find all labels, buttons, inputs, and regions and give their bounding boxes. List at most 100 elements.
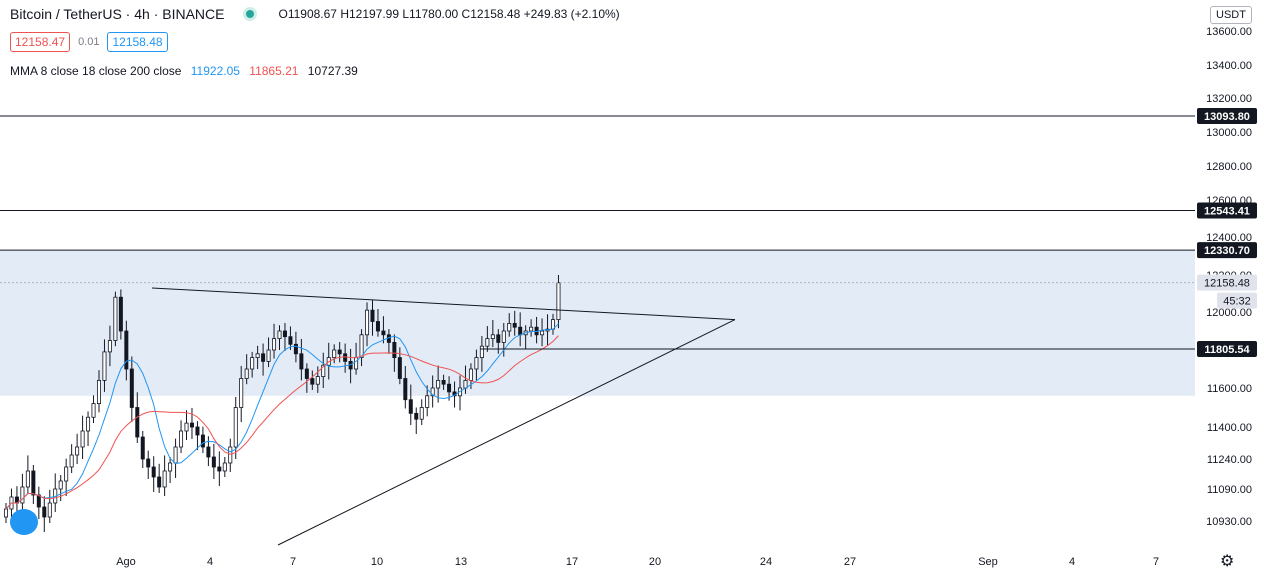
ma-slow-line [5, 335, 559, 510]
candle [277, 330, 282, 339]
candle [354, 357, 359, 370]
x-tick-label: 4 [1069, 556, 1075, 568]
candle [173, 446, 178, 464]
level-price-label: 12543.41 [1204, 205, 1250, 217]
y-tick-label: 13200.00 [1206, 93, 1252, 105]
candle [468, 368, 473, 381]
currency-button[interactable]: USDT [1210, 6, 1252, 24]
candle [414, 412, 419, 420]
indicator-legend[interactable]: MMA 8 close 18 close 200 close 11922.05 … [10, 64, 358, 78]
x-tick-label: Ago [116, 556, 136, 568]
candle [496, 334, 501, 343]
candle [315, 376, 320, 385]
candle [485, 338, 490, 347]
candle [189, 422, 194, 428]
candle [168, 462, 173, 472]
y-tick-label: 12400.00 [1206, 232, 1252, 244]
candle [151, 466, 156, 478]
candle [272, 338, 277, 351]
candle [321, 364, 326, 378]
candle [206, 446, 211, 458]
candle [4, 508, 9, 518]
candle [447, 383, 452, 393]
level-price-label: 11805.54 [1204, 344, 1250, 356]
candle [91, 403, 96, 418]
candle [310, 378, 315, 385]
candle [370, 309, 375, 322]
market-status-dot [246, 10, 255, 18]
x-tick-label: 7 [290, 556, 296, 568]
x-tick-label: Sep [978, 556, 998, 568]
x-tick-label: 27 [844, 556, 856, 568]
last-price-label-bg [1197, 274, 1257, 291]
candle [86, 416, 91, 432]
y-tick-label: 11090.00 [1207, 484, 1252, 496]
candle [540, 330, 545, 336]
candle [381, 330, 386, 336]
candle [518, 326, 523, 336]
quote-panel: 12158.47 0.01 12158.48 [10, 32, 168, 52]
buy-price-button[interactable]: 12158.48 [107, 32, 168, 52]
x-tick-label: 7 [1153, 556, 1159, 568]
candle [124, 330, 129, 370]
candle [42, 506, 47, 518]
candle [118, 296, 123, 332]
candle [184, 422, 189, 432]
candle [179, 430, 184, 448]
sell-price-button[interactable]: 12158.47 [10, 32, 71, 52]
tradingview-logo-icon[interactable] [10, 509, 38, 535]
candle [490, 334, 495, 339]
y-tick-label: 12800.00 [1206, 161, 1252, 173]
candle [96, 379, 101, 404]
settings-gear-icon[interactable]: ⚙ [1220, 553, 1235, 570]
level-price-label-bg [1197, 242, 1257, 259]
indicator-value-1: 11922.05 [190, 64, 240, 78]
y-tick-label: 11600.00 [1207, 383, 1252, 395]
symbol-title[interactable]: Bitcoin / TetherUS · 4h · BINANCE [10, 6, 225, 22]
candle [501, 330, 506, 343]
x-tick-label: 17 [566, 556, 578, 568]
candle [419, 407, 424, 420]
candle [80, 430, 85, 448]
candle [31, 470, 36, 496]
candle [47, 502, 52, 518]
candle [430, 387, 435, 397]
candle [129, 368, 134, 408]
candle [113, 296, 118, 341]
candle [512, 322, 517, 328]
candle [135, 407, 140, 438]
candle [255, 353, 260, 358]
x-tick-label: 24 [760, 556, 772, 568]
trendline-lower [277, 319, 736, 546]
candle [69, 454, 74, 468]
level-price-label: 13093.80 [1204, 111, 1250, 123]
candle [102, 351, 107, 381]
candle [162, 470, 167, 488]
x-tick-label: 13 [455, 556, 467, 568]
y-tick-label: 13400.00 [1206, 60, 1252, 72]
candle [222, 462, 227, 472]
candle [107, 340, 112, 353]
candle [250, 357, 255, 370]
candle [343, 353, 348, 362]
candle [157, 476, 162, 488]
indicator-value-2: 11865.21 [249, 64, 299, 78]
candle [304, 368, 309, 379]
candle [64, 466, 69, 482]
x-tick-label: 10 [371, 556, 383, 568]
x-tick-label: 20 [649, 556, 661, 568]
candle [403, 378, 408, 401]
candle [441, 379, 446, 385]
candle [397, 357, 402, 379]
level-price-label: 12330.70 [1204, 245, 1250, 257]
candle [140, 436, 145, 460]
level-price-label-bg [1197, 340, 1257, 357]
candle [436, 379, 441, 389]
candle [20, 486, 25, 504]
ma-fast-line [5, 323, 559, 510]
candle [239, 378, 244, 408]
candle [266, 349, 271, 362]
candle [337, 349, 342, 355]
candle [529, 326, 534, 332]
